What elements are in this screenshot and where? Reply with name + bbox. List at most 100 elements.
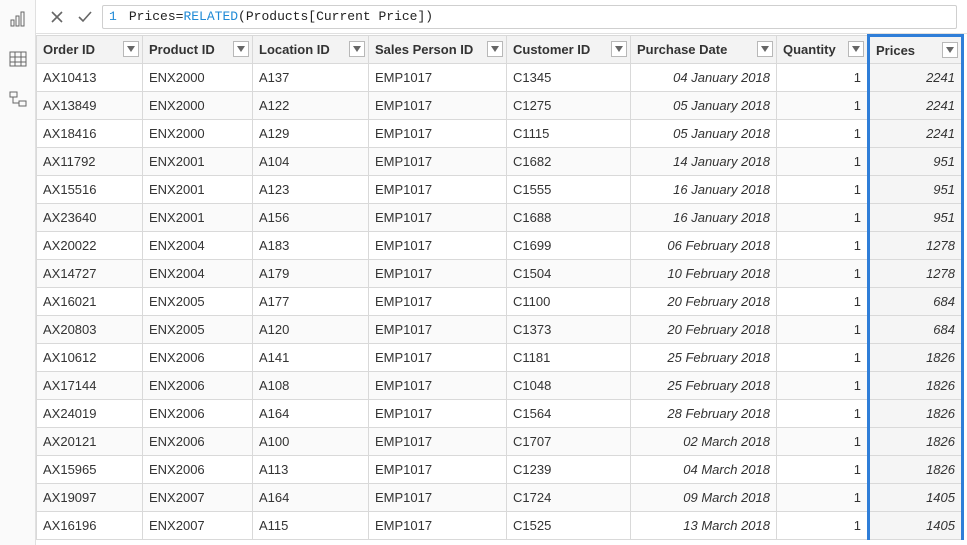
cell-sales_person[interactable]: EMP1017 — [369, 204, 507, 232]
cell-product_id[interactable]: ENX2005 — [143, 288, 253, 316]
cell-order_id[interactable]: AX20022 — [37, 232, 143, 260]
cell-product_id[interactable]: ENX2006 — [143, 344, 253, 372]
cell-purchase_date[interactable]: 14 January 2018 — [631, 148, 777, 176]
cell-purchase_date[interactable]: 25 February 2018 — [631, 344, 777, 372]
cell-sales_person[interactable]: EMP1017 — [369, 232, 507, 260]
column-header-order_id[interactable]: Order ID — [37, 36, 143, 64]
cell-customer_id[interactable]: C1115 — [507, 120, 631, 148]
cell-location_id[interactable]: A164 — [253, 400, 369, 428]
report-view-button[interactable] — [5, 6, 31, 32]
cell-prices[interactable]: 1826 — [869, 428, 963, 456]
table-row[interactable]: AX16021ENX2005A177EMP1017C110020 Februar… — [37, 288, 963, 316]
cell-prices[interactable]: 1826 — [869, 344, 963, 372]
column-header-prices[interactable]: Prices — [869, 36, 963, 64]
cell-purchase_date[interactable]: 04 January 2018 — [631, 64, 777, 92]
column-header-location_id[interactable]: Location ID — [253, 36, 369, 64]
table-row[interactable]: AX17144ENX2006A108EMP1017C104825 Februar… — [37, 372, 963, 400]
column-header-customer_id[interactable]: Customer ID — [507, 36, 631, 64]
cell-quantity[interactable]: 1 — [777, 344, 869, 372]
table-row[interactable]: AX10612ENX2006A141EMP1017C118125 Februar… — [37, 344, 963, 372]
column-filter-button[interactable] — [942, 42, 958, 58]
column-filter-button[interactable] — [848, 41, 864, 57]
cell-product_id[interactable]: ENX2004 — [143, 260, 253, 288]
cell-sales_person[interactable]: EMP1017 — [369, 288, 507, 316]
cell-location_id[interactable]: A123 — [253, 176, 369, 204]
column-filter-button[interactable] — [123, 41, 139, 57]
table-row[interactable]: AX15965ENX2006A113EMP1017C123904 March 2… — [37, 456, 963, 484]
cell-quantity[interactable]: 1 — [777, 176, 869, 204]
column-header-quantity[interactable]: Quantity — [777, 36, 869, 64]
table-row[interactable]: AX15516ENX2001A123EMP1017C155516 January… — [37, 176, 963, 204]
cell-product_id[interactable]: ENX2004 — [143, 232, 253, 260]
column-header-product_id[interactable]: Product ID — [143, 36, 253, 64]
cell-quantity[interactable]: 1 — [777, 428, 869, 456]
cell-quantity[interactable]: 1 — [777, 232, 869, 260]
cell-prices[interactable]: 951 — [869, 176, 963, 204]
table-row[interactable]: AX16196ENX2007A115EMP1017C152513 March 2… — [37, 512, 963, 540]
cell-location_id[interactable]: A164 — [253, 484, 369, 512]
table-row[interactable]: AX11792ENX2001A104EMP1017C168214 January… — [37, 148, 963, 176]
cell-quantity[interactable]: 1 — [777, 316, 869, 344]
cell-customer_id[interactable]: C1275 — [507, 92, 631, 120]
cell-prices[interactable]: 951 — [869, 148, 963, 176]
table-row[interactable]: AX10413ENX2000A137EMP1017C134504 January… — [37, 64, 963, 92]
cell-purchase_date[interactable]: 05 January 2018 — [631, 92, 777, 120]
cell-quantity[interactable]: 1 — [777, 288, 869, 316]
cell-product_id[interactable]: ENX2005 — [143, 316, 253, 344]
cell-order_id[interactable]: AX17144 — [37, 372, 143, 400]
cell-product_id[interactable]: ENX2006 — [143, 372, 253, 400]
cell-quantity[interactable]: 1 — [777, 120, 869, 148]
cell-sales_person[interactable]: EMP1017 — [369, 148, 507, 176]
formula-input[interactable]: 1 Prices = RELATED ( Products[Current Pr… — [102, 5, 957, 29]
cell-purchase_date[interactable]: 06 February 2018 — [631, 232, 777, 260]
cell-customer_id[interactable]: C1100 — [507, 288, 631, 316]
cell-order_id[interactable]: AX16021 — [37, 288, 143, 316]
cell-order_id[interactable]: AX23640 — [37, 204, 143, 232]
cell-purchase_date[interactable]: 13 March 2018 — [631, 512, 777, 540]
cell-customer_id[interactable]: C1345 — [507, 64, 631, 92]
column-header-purchase_date[interactable]: Purchase Date — [631, 36, 777, 64]
cell-sales_person[interactable]: EMP1017 — [369, 64, 507, 92]
cell-purchase_date[interactable]: 20 February 2018 — [631, 288, 777, 316]
cell-purchase_date[interactable]: 05 January 2018 — [631, 120, 777, 148]
cell-customer_id[interactable]: C1564 — [507, 400, 631, 428]
cell-quantity[interactable]: 1 — [777, 456, 869, 484]
cell-location_id[interactable]: A115 — [253, 512, 369, 540]
cell-sales_person[interactable]: EMP1017 — [369, 176, 507, 204]
table-row[interactable]: AX20022ENX2004A183EMP1017C169906 Februar… — [37, 232, 963, 260]
table-row[interactable]: AX18416ENX2000A129EMP1017C111505 January… — [37, 120, 963, 148]
table-row[interactable]: AX23640ENX2001A156EMP1017C168816 January… — [37, 204, 963, 232]
cell-location_id[interactable]: A141 — [253, 344, 369, 372]
cell-prices[interactable]: 1278 — [869, 232, 963, 260]
data-view-button[interactable] — [5, 46, 31, 72]
cell-purchase_date[interactable]: 20 February 2018 — [631, 316, 777, 344]
cell-purchase_date[interactable]: 25 February 2018 — [631, 372, 777, 400]
column-filter-button[interactable] — [757, 41, 773, 57]
cell-order_id[interactable]: AX14727 — [37, 260, 143, 288]
cell-purchase_date[interactable]: 16 January 2018 — [631, 176, 777, 204]
cell-location_id[interactable]: A156 — [253, 204, 369, 232]
cell-location_id[interactable]: A108 — [253, 372, 369, 400]
cell-order_id[interactable]: AX10612 — [37, 344, 143, 372]
cell-location_id[interactable]: A177 — [253, 288, 369, 316]
cell-product_id[interactable]: ENX2001 — [143, 148, 253, 176]
cell-quantity[interactable]: 1 — [777, 260, 869, 288]
cell-order_id[interactable]: AX19097 — [37, 484, 143, 512]
cell-order_id[interactable]: AX20803 — [37, 316, 143, 344]
cell-sales_person[interactable]: EMP1017 — [369, 484, 507, 512]
cell-quantity[interactable]: 1 — [777, 512, 869, 540]
cell-purchase_date[interactable]: 09 March 2018 — [631, 484, 777, 512]
cell-customer_id[interactable]: C1373 — [507, 316, 631, 344]
cell-order_id[interactable]: AX24019 — [37, 400, 143, 428]
cell-quantity[interactable]: 1 — [777, 400, 869, 428]
cell-prices[interactable]: 1405 — [869, 512, 963, 540]
cell-customer_id[interactable]: C1504 — [507, 260, 631, 288]
cell-product_id[interactable]: ENX2000 — [143, 92, 253, 120]
cell-sales_person[interactable]: EMP1017 — [369, 400, 507, 428]
cell-product_id[interactable]: ENX2006 — [143, 400, 253, 428]
cell-prices[interactable]: 2241 — [869, 64, 963, 92]
cell-purchase_date[interactable]: 04 March 2018 — [631, 456, 777, 484]
cell-sales_person[interactable]: EMP1017 — [369, 512, 507, 540]
cell-location_id[interactable]: A104 — [253, 148, 369, 176]
cell-location_id[interactable]: A129 — [253, 120, 369, 148]
